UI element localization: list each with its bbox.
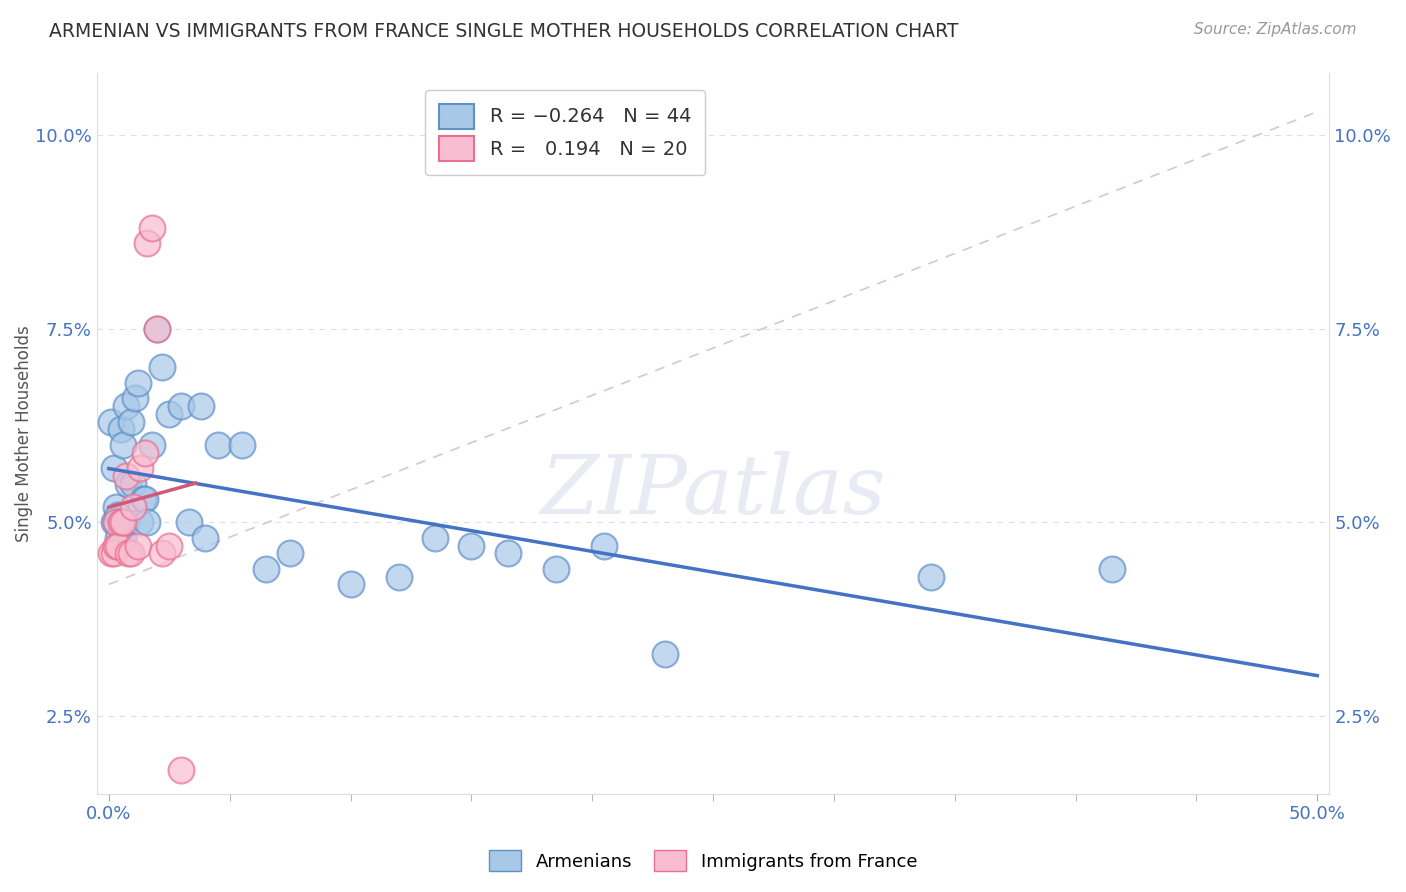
- Point: [120, 546, 142, 560]
- Point: [110, 422, 132, 436]
- Point: [112, 438, 135, 452]
- Point: [122, 500, 145, 514]
- Point: [157, 407, 180, 421]
- Point: [339, 577, 361, 591]
- Point: [107, 508, 129, 522]
- Point: [496, 546, 519, 560]
- Y-axis label: Single Mother Households: Single Mother Households: [15, 325, 32, 541]
- Point: [150, 546, 173, 560]
- Point: [157, 539, 180, 553]
- Point: [134, 446, 156, 460]
- Point: [146, 322, 169, 336]
- Point: [129, 516, 152, 530]
- Point: [114, 469, 136, 483]
- Point: [105, 516, 128, 530]
- Text: ARMENIAN VS IMMIGRANTS FROM FRANCE SINGLE MOTHER HOUSEHOLDS CORRELATION CHART: ARMENIAN VS IMMIGRANTS FROM FRANCE SINGL…: [49, 22, 959, 41]
- Point: [112, 531, 135, 545]
- Point: [136, 236, 159, 251]
- Point: [207, 438, 229, 452]
- Point: [122, 476, 145, 491]
- Point: [105, 500, 128, 514]
- Point: [177, 516, 200, 530]
- Point: [131, 492, 153, 507]
- Point: [114, 399, 136, 413]
- Point: [112, 516, 135, 530]
- Text: ZIPatlas: ZIPatlas: [540, 451, 886, 531]
- Point: [170, 764, 193, 778]
- Point: [141, 438, 163, 452]
- Point: [103, 516, 125, 530]
- Point: [136, 516, 159, 530]
- Point: [107, 539, 129, 553]
- Point: [146, 322, 169, 336]
- Legend: Armenians, Immigrants from France: Armenians, Immigrants from France: [481, 843, 925, 879]
- Point: [105, 539, 128, 553]
- Point: [460, 539, 482, 553]
- Point: [105, 516, 128, 530]
- Text: Source: ZipAtlas.com: Source: ZipAtlas.com: [1194, 22, 1357, 37]
- Point: [654, 647, 676, 661]
- Point: [544, 562, 567, 576]
- Point: [100, 415, 122, 429]
- Point: [127, 376, 149, 390]
- Point: [127, 539, 149, 553]
- Point: [194, 531, 217, 545]
- Point: [103, 546, 125, 560]
- Point: [134, 492, 156, 507]
- Point: [110, 516, 132, 530]
- Point: [100, 546, 122, 560]
- Point: [231, 438, 253, 452]
- Point: [114, 516, 136, 530]
- Point: [103, 461, 125, 475]
- Point: [117, 476, 139, 491]
- Point: [593, 539, 616, 553]
- Point: [110, 516, 132, 530]
- Point: [129, 461, 152, 475]
- Point: [278, 546, 301, 560]
- Point: [190, 399, 212, 413]
- Point: [150, 360, 173, 375]
- Legend: R = −0.264   N = 44, R =   0.194   N = 20: R = −0.264 N = 44, R = 0.194 N = 20: [426, 90, 704, 175]
- Point: [388, 570, 411, 584]
- Point: [120, 415, 142, 429]
- Point: [124, 392, 146, 406]
- Point: [170, 399, 193, 413]
- Point: [1101, 562, 1123, 576]
- Point: [423, 531, 446, 545]
- Point: [254, 562, 277, 576]
- Point: [107, 531, 129, 545]
- Point: [117, 546, 139, 560]
- Point: [920, 570, 942, 584]
- Point: [141, 221, 163, 235]
